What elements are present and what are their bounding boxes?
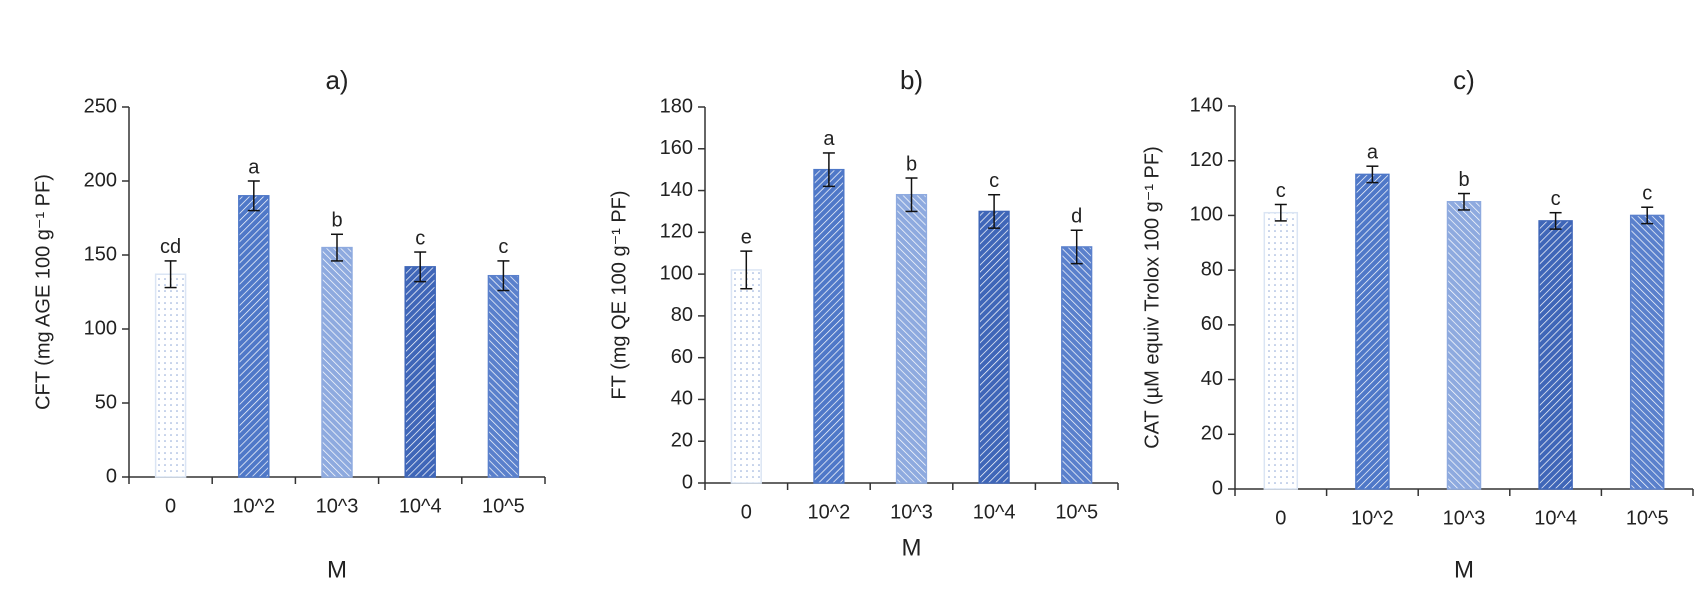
bar bbox=[978, 210, 1010, 484]
significance-letter: a bbox=[1367, 141, 1379, 163]
y-tick-label: 150 bbox=[84, 243, 117, 265]
y-tick-label: 50 bbox=[95, 391, 117, 413]
y-tick-label: 180 bbox=[660, 95, 693, 117]
significance-letter: c bbox=[1642, 183, 1652, 205]
bar bbox=[404, 266, 436, 478]
y-tick-label: 60 bbox=[671, 346, 693, 368]
significance-letter: c bbox=[1276, 180, 1286, 202]
bar bbox=[1061, 246, 1093, 484]
significance-letter: c bbox=[989, 170, 999, 192]
y-tick-label: 100 bbox=[84, 317, 117, 339]
chart-title: a) bbox=[325, 65, 348, 95]
y-tick-label: 80 bbox=[671, 304, 693, 326]
y-tick-label: 100 bbox=[660, 262, 693, 284]
y-tick-label: 40 bbox=[671, 388, 693, 410]
x-tick-label: 10^2 bbox=[232, 495, 275, 517]
y-tick-label: 250 bbox=[84, 95, 117, 117]
y-tick-label: 200 bbox=[84, 169, 117, 191]
x-tick-label: 10^3 bbox=[890, 501, 933, 523]
bar bbox=[321, 246, 353, 478]
x-axis-label: M bbox=[1454, 556, 1474, 583]
y-tick-label: 140 bbox=[660, 179, 693, 201]
x-tick-label: 10^2 bbox=[1351, 507, 1394, 529]
significance-letter: c bbox=[498, 236, 508, 258]
bar bbox=[1355, 173, 1390, 490]
x-tick-label: 10^5 bbox=[1055, 501, 1098, 523]
x-tick-label: 10^4 bbox=[399, 495, 442, 517]
x-tick-label: 0 bbox=[1275, 507, 1286, 529]
significance-letter: cd bbox=[160, 236, 181, 258]
y-axis-label: CAT (µM equiv Trolox 100 g⁻¹ PF) bbox=[1141, 146, 1163, 449]
x-axis-label: M bbox=[902, 534, 922, 561]
bar bbox=[1263, 211, 1299, 490]
x-tick-label: 0 bbox=[165, 495, 176, 517]
bar bbox=[487, 274, 520, 478]
significance-letter: c bbox=[415, 227, 425, 249]
bar bbox=[895, 193, 928, 484]
y-tick-label: 0 bbox=[1212, 477, 1223, 499]
bar bbox=[1538, 220, 1573, 490]
x-tick-label: 10^3 bbox=[1443, 507, 1486, 529]
bar bbox=[1629, 214, 1665, 490]
bar bbox=[238, 195, 270, 478]
significance-letter: d bbox=[1071, 206, 1082, 228]
significance-letter: b bbox=[906, 153, 917, 175]
bar bbox=[1446, 201, 1482, 490]
bar bbox=[154, 273, 187, 478]
y-tick-label: 20 bbox=[671, 430, 693, 452]
significance-letter: e bbox=[741, 226, 752, 248]
significance-letter: a bbox=[823, 128, 835, 150]
significance-letter: c bbox=[1551, 188, 1561, 210]
x-tick-label: 10^5 bbox=[1626, 507, 1669, 529]
y-tick-label: 0 bbox=[106, 465, 117, 487]
significance-letter: b bbox=[331, 210, 342, 232]
bar bbox=[730, 269, 762, 484]
y-tick-label: 160 bbox=[660, 137, 693, 159]
significance-letter: b bbox=[1458, 169, 1469, 191]
y-tick-label: 100 bbox=[1190, 204, 1223, 226]
y-axis-label: FT (mg QE 100 g⁻¹ PF) bbox=[608, 190, 630, 399]
y-tick-label: 120 bbox=[660, 221, 693, 243]
y-tick-label: 80 bbox=[1201, 258, 1223, 280]
x-axis-label: M bbox=[327, 556, 347, 583]
x-tick-label: 0 bbox=[741, 501, 752, 523]
chart-title: c) bbox=[1453, 65, 1475, 95]
chart-title: b) bbox=[900, 65, 923, 95]
x-tick-label: 10^2 bbox=[808, 501, 851, 523]
x-tick-label: 10^5 bbox=[482, 495, 525, 517]
x-tick-label: 10^3 bbox=[316, 495, 359, 517]
y-axis-label: CFT (mg AGE 100 g⁻¹ PF) bbox=[32, 174, 54, 410]
y-tick-label: 60 bbox=[1201, 313, 1223, 335]
significance-letter: a bbox=[248, 156, 260, 178]
y-tick-label: 140 bbox=[1190, 94, 1223, 116]
bar bbox=[813, 168, 845, 484]
x-tick-label: 10^4 bbox=[973, 501, 1016, 523]
y-tick-label: 40 bbox=[1201, 368, 1223, 390]
y-tick-label: 0 bbox=[682, 471, 693, 493]
x-tick-label: 10^4 bbox=[1534, 507, 1577, 529]
y-tick-label: 20 bbox=[1201, 423, 1223, 445]
y-tick-label: 120 bbox=[1190, 149, 1223, 171]
